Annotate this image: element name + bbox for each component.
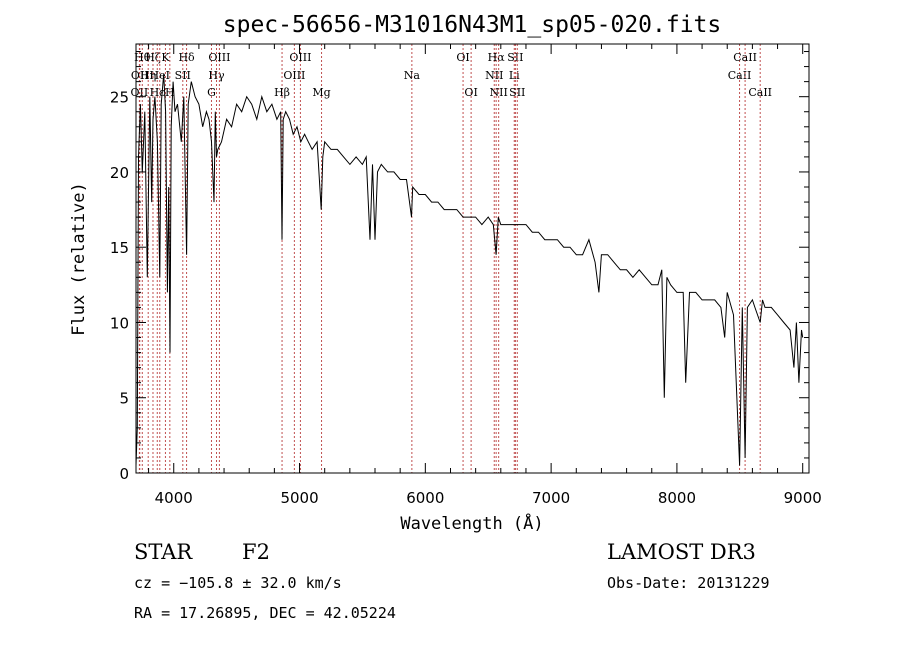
spectral-line-label: CaII bbox=[733, 51, 757, 64]
spectral-line-label: OIII bbox=[283, 69, 305, 82]
y-tick-label: 25 bbox=[110, 89, 129, 107]
y-tick-label: 5 bbox=[119, 390, 129, 408]
y-axis-label: Flux (relative) bbox=[69, 182, 89, 336]
spectral-line-label: Hα bbox=[488, 51, 506, 64]
spectral-line-label: SII bbox=[509, 86, 525, 99]
spectral-line-label: Hζ bbox=[145, 51, 161, 64]
spectral-line-label: OIII bbox=[208, 51, 230, 64]
x-tick-label: 7000 bbox=[532, 489, 570, 507]
spectral-line-label: CaII bbox=[728, 69, 752, 82]
x-tick-label: 6000 bbox=[406, 489, 444, 507]
x-tick-label: 5000 bbox=[280, 489, 318, 507]
spectral-line-label: Hγ bbox=[208, 69, 225, 82]
y-axis: 0 5 10 15 20 25 bbox=[110, 51, 809, 483]
spectral-line-label: Mg bbox=[312, 86, 330, 99]
chart-title: spec-56656-M31016N43M1_sp05-020.fits bbox=[223, 12, 722, 38]
flux-series-line bbox=[135, 74, 804, 466]
spectral-line-label: Li bbox=[509, 69, 520, 82]
survey-name: LAMOST DR3 bbox=[607, 540, 756, 564]
spectral-subclass: F2 bbox=[242, 540, 270, 564]
x-axis-label: Wavelength (Å) bbox=[400, 512, 543, 534]
series-layer bbox=[135, 74, 804, 466]
radial-velocity: cz = −105.8 ± 32.0 km/s bbox=[134, 574, 342, 592]
spectral-line-label: NII bbox=[485, 69, 503, 82]
object-type: STAR bbox=[134, 540, 193, 564]
spectral-line-label: SII bbox=[507, 51, 523, 64]
spectral-line-label: Hδ bbox=[178, 51, 195, 64]
spectral-line-label: Na bbox=[404, 69, 421, 82]
y-tick-label: 0 bbox=[119, 465, 129, 483]
spectral-line-markers: OIIOIIHθHηHζHεHeIKHSIIHδGHγOIIIHβOIIIOII… bbox=[131, 44, 772, 473]
spectral-line-label: OII bbox=[131, 69, 149, 82]
spectral-line-label: H bbox=[165, 86, 175, 99]
plot-frame bbox=[135, 43, 810, 474]
spectral-line-label: HeI bbox=[150, 69, 170, 82]
spectral-line-label: OIII bbox=[289, 51, 311, 64]
spectral-line-label: Hε bbox=[150, 86, 166, 99]
spectral-line-label: SII bbox=[175, 69, 191, 82]
coordinates: RA = 17.26895, DEC = 42.05224 bbox=[134, 604, 396, 622]
y-tick-label: 20 bbox=[110, 164, 129, 182]
spectral-line-label: Hη bbox=[140, 69, 156, 82]
x-tick-label: 4000 bbox=[155, 489, 193, 507]
spectral-line-label: Hβ bbox=[274, 86, 290, 99]
spectral-line-label: K bbox=[161, 51, 170, 64]
x-tick-label: 8000 bbox=[658, 489, 696, 507]
spectral-line-label: OI bbox=[464, 86, 477, 99]
spectral-line-label: G bbox=[207, 86, 216, 99]
observation-date: Obs-Date: 20131229 bbox=[607, 574, 770, 592]
y-tick-label: 15 bbox=[110, 239, 129, 257]
x-axis: 4000 5000 6000 7000 8000 9000 bbox=[148, 44, 822, 507]
y-tick-label: 10 bbox=[110, 314, 129, 332]
spectral-line-label: CaII bbox=[748, 86, 772, 99]
spectral-line-label: Hθ bbox=[134, 51, 151, 64]
x-tick-label: 9000 bbox=[784, 489, 822, 507]
spectral-line-label: NII bbox=[490, 86, 508, 99]
spectral-line-label: OI bbox=[456, 51, 469, 64]
